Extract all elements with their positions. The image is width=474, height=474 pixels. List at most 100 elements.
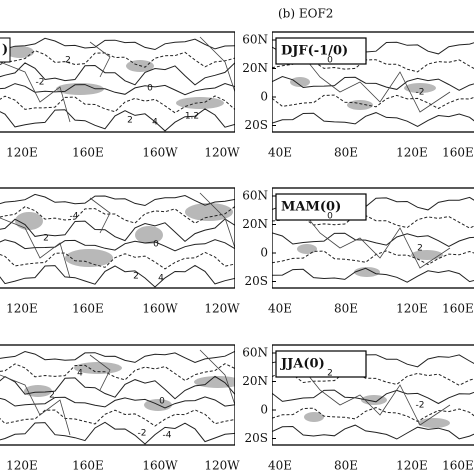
contour-label: 2 xyxy=(65,56,71,66)
x-tick-label: 160W xyxy=(142,459,178,473)
x-tick-label: 160E xyxy=(72,302,104,316)
contour-label: 2 xyxy=(49,391,55,401)
contour-line xyxy=(0,363,235,382)
contour-line xyxy=(272,232,474,247)
x-tick-label: 120E xyxy=(6,146,38,160)
contour-line xyxy=(0,50,235,68)
contour-line xyxy=(272,112,474,127)
contour-line xyxy=(272,267,474,283)
x-tick-label: 160W xyxy=(142,302,178,316)
panel-label: MAM(0) xyxy=(281,200,341,215)
coastline xyxy=(0,349,235,436)
x-tick-label: 120E xyxy=(6,302,38,316)
label-box xyxy=(275,193,367,221)
contour-line xyxy=(0,108,235,132)
panel-label: ) xyxy=(2,43,8,58)
x-tick-label: 160W xyxy=(142,146,178,160)
contour-line xyxy=(0,193,235,207)
contour-line xyxy=(0,350,235,364)
contour-label: 0 xyxy=(153,240,159,250)
x-tick-label: 80E xyxy=(334,302,358,316)
contour-line xyxy=(272,370,474,386)
x-tick-label: 120W xyxy=(204,146,240,160)
y-tick-label: 20S xyxy=(245,118,269,132)
x-tick-label: 120E xyxy=(6,459,38,473)
coastline xyxy=(0,36,235,123)
shaded-region xyxy=(185,203,233,221)
contour-label: -4 xyxy=(70,212,79,222)
label-box xyxy=(275,37,367,65)
shaded-region xyxy=(24,385,52,397)
x-tick-label: 80E xyxy=(334,146,358,160)
shaded-region xyxy=(74,362,122,374)
map-frame xyxy=(0,31,235,133)
y-tick-label: 20N xyxy=(242,217,268,231)
shaded-region xyxy=(411,250,443,260)
y-tick-label: 20N xyxy=(242,61,268,75)
contour-line xyxy=(0,375,235,400)
contour-line xyxy=(272,75,474,91)
left-column: ) 2 -2 0 2 4 1.2 -4 2 0 2 4 4 2 0 -2 -4 xyxy=(0,31,235,446)
map-frame xyxy=(272,344,474,446)
shaded-region xyxy=(304,412,324,422)
panel-label: DJF(-1/0) xyxy=(281,44,348,59)
contour-line xyxy=(272,407,474,422)
contour-label: 2 xyxy=(133,272,139,282)
map-frame xyxy=(272,31,474,133)
contour-line xyxy=(0,37,235,51)
label-box xyxy=(0,37,11,63)
y-tick-label: 20N xyxy=(242,374,268,388)
coastline xyxy=(299,51,451,113)
y-tick-label: 20S xyxy=(245,274,269,288)
contour-line xyxy=(0,421,235,445)
map-frame xyxy=(0,344,235,446)
contour-line xyxy=(272,94,474,110)
contour-label: 4 xyxy=(77,369,83,379)
contour-label: 0 xyxy=(327,212,333,222)
shaded-region xyxy=(6,46,34,58)
x-tick-label: 160E xyxy=(442,459,474,473)
x-tick-label: 120E xyxy=(396,302,428,316)
y-tick-label: 0 xyxy=(260,90,268,104)
shaded-region xyxy=(290,77,310,87)
contour-label: -2 xyxy=(36,78,45,88)
contour-label: 2 xyxy=(417,244,423,254)
x-tick-label: 160E xyxy=(72,146,104,160)
contour-line xyxy=(0,409,235,427)
y-tick-label: 0 xyxy=(260,246,268,260)
shaded-region xyxy=(404,83,436,93)
shaded-region xyxy=(354,267,380,277)
shaded-region xyxy=(15,212,43,230)
x-tick-label: 120W xyxy=(204,459,240,473)
contour-line xyxy=(0,206,235,224)
x-tick-label: 160E xyxy=(442,302,474,316)
contour-line xyxy=(0,251,235,270)
x-tick-label: 40E xyxy=(268,459,292,473)
contour-label: 2 xyxy=(327,369,333,379)
y-tick-label: 60N xyxy=(242,33,268,47)
contour-line xyxy=(0,218,235,243)
contour-label: 4 xyxy=(158,274,164,284)
map-frame xyxy=(0,187,235,289)
contour-label: 2 xyxy=(43,234,49,244)
contour-label: -4 xyxy=(163,431,172,441)
x-tick-label: 120E xyxy=(396,459,428,473)
contour-line xyxy=(272,424,474,440)
contour-label: 1.2 xyxy=(185,112,199,122)
coastline xyxy=(0,192,235,279)
contour-label: -2 xyxy=(138,429,147,439)
contour-line xyxy=(0,396,235,409)
panel-label: JJA(0) xyxy=(280,357,325,372)
x-tick-label: 160E xyxy=(72,459,104,473)
contour-label: 0 xyxy=(327,56,333,66)
x-tick-label: 40E xyxy=(268,146,292,160)
contour-label: 0 xyxy=(159,397,165,407)
shaded-region xyxy=(135,226,163,244)
shaded-region xyxy=(56,83,104,95)
shaded-region xyxy=(297,244,317,254)
shaded-region xyxy=(347,100,373,110)
label-box xyxy=(275,350,367,378)
x-tick-label: 160E xyxy=(442,146,474,160)
contour-line xyxy=(0,264,235,288)
